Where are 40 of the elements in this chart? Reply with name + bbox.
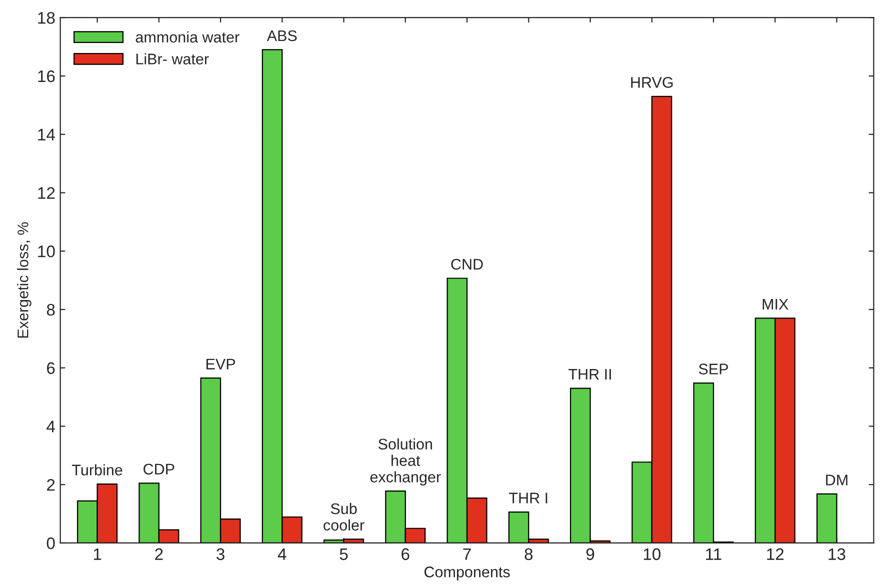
annotation: THR II <box>568 369 611 380</box>
x-tick-label: 3 <box>216 548 224 560</box>
y-tick-label: 12 <box>38 187 55 199</box>
annotation: ABS <box>266 30 297 42</box>
y-tick-label: 2 <box>47 479 55 491</box>
annotation: Turbine <box>72 464 122 476</box>
annotation: EVP <box>206 358 236 370</box>
y-tick-label: 18 <box>38 12 55 24</box>
y-tick-label: 4 <box>46 420 55 432</box>
annotation: Sub cooler <box>324 502 364 531</box>
x-tick-label: 13 <box>828 548 846 560</box>
legend-label: ammonia water <box>136 31 240 43</box>
y-tick-label: 8 <box>46 304 55 316</box>
x-tick-label: 6 <box>402 548 410 560</box>
y-axis-title: Exergetic loss, % <box>17 222 32 338</box>
y-tick-label: 0 <box>46 537 55 550</box>
annotation: CDP <box>144 464 174 475</box>
x-tick-label: 12 <box>767 548 784 560</box>
x-tick-label: 4 <box>278 548 286 560</box>
legend-label: LiBr- water <box>136 53 209 64</box>
annotation: HRVG <box>631 77 673 88</box>
x-tick-label: 11 <box>706 548 722 560</box>
annotation: THR I <box>509 492 548 504</box>
x-tick-label: 2 <box>155 548 163 560</box>
x-tick-label: 10 <box>644 548 660 560</box>
y-tick-label: 10 <box>38 246 55 258</box>
x-tick-label: 7 <box>463 548 471 560</box>
annotation: CND <box>451 258 483 270</box>
x-axis-title: Components <box>424 566 510 580</box>
x-tick-label: 1 <box>94 548 102 560</box>
x-tick-label: 5 <box>340 548 348 560</box>
annotation: DM <box>826 474 848 486</box>
y-tick-label: 16 <box>38 70 55 82</box>
x-tick-label: 8 <box>524 548 533 560</box>
annotation: Solution heat exchanger <box>370 438 441 486</box>
annotation: MIX <box>762 299 788 310</box>
y-tick-label: 6 <box>47 362 55 374</box>
y-tick-label: 14 <box>38 128 55 140</box>
annotation: SEP <box>698 364 728 374</box>
x-tick-label: 9 <box>586 548 594 560</box>
